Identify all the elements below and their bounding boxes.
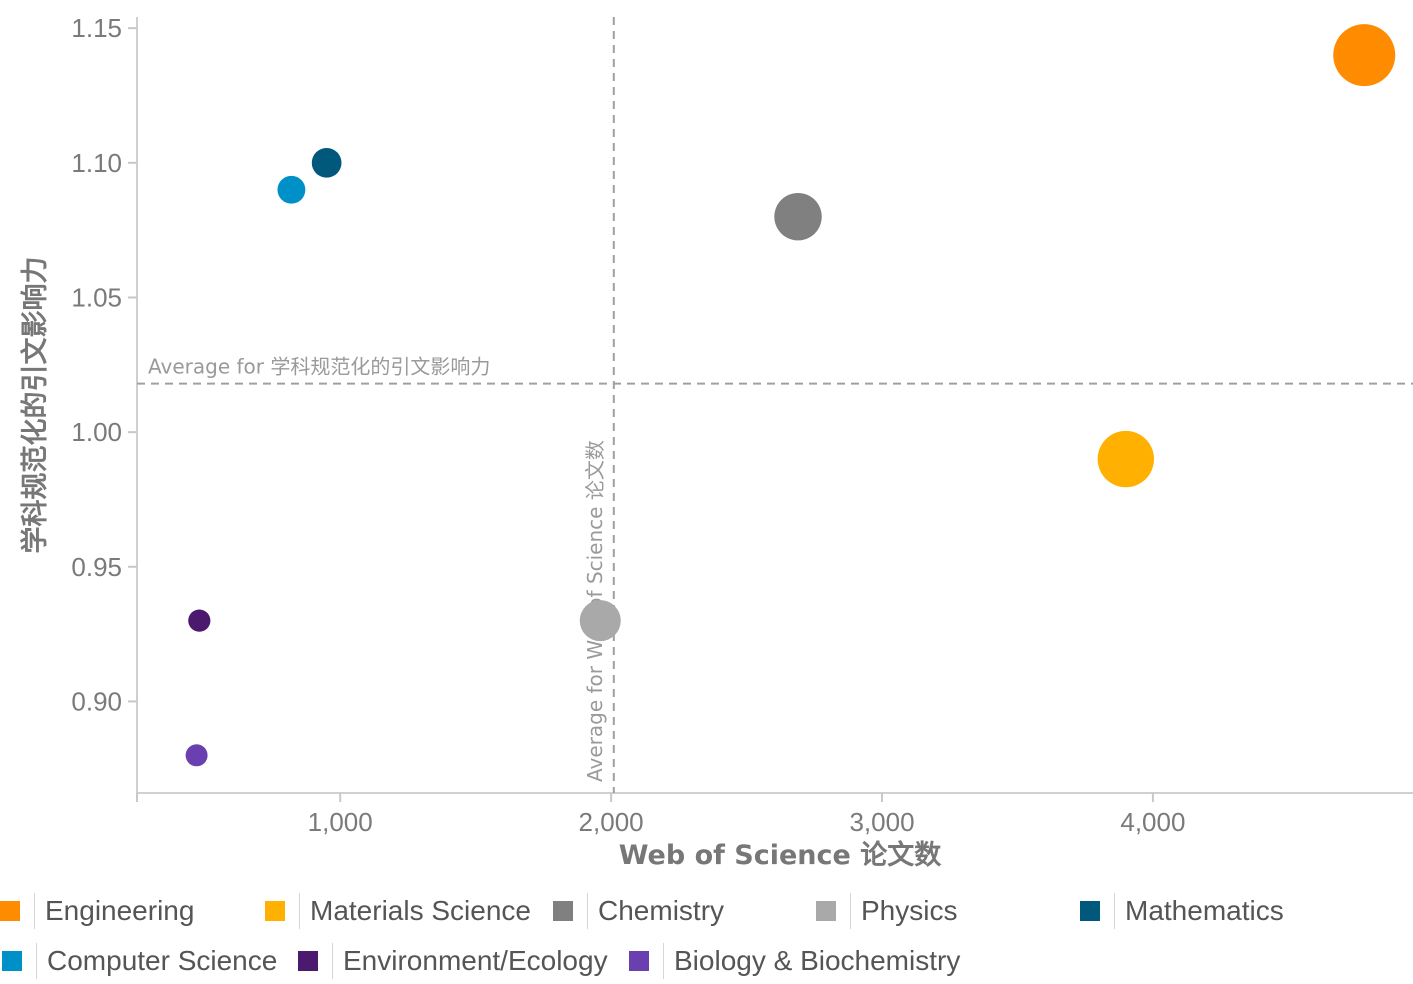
- legend-label: Physics: [861, 895, 958, 926]
- legend-item-biology-biochemistry[interactable]: Biology & Biochemistry: [629, 938, 960, 984]
- y-tick-label: 0.95: [71, 552, 122, 582]
- y-tick-label: 1.10: [71, 148, 122, 178]
- point-materials-science: [1097, 430, 1155, 488]
- legend-label: Computer Science: [47, 945, 278, 976]
- legend-label: Materials Science: [310, 895, 531, 926]
- point-chemistry: [774, 192, 822, 241]
- reference-lines: Average for 学科规范化的引文影响力Average for Web o…: [137, 17, 1413, 793]
- x-tick-label: 3,000: [849, 807, 914, 837]
- point-computer-science: [277, 175, 306, 204]
- point-biology-biochemistry: [185, 744, 208, 767]
- x-tick-label: 1,000: [308, 807, 373, 837]
- legend-swatch: [265, 901, 285, 921]
- legend-item-materials-science[interactable]: Materials Science: [265, 888, 531, 934]
- x-tick-label: 2,000: [579, 807, 644, 837]
- y-tick-label: 1.00: [71, 417, 122, 447]
- data-points: [185, 24, 1396, 767]
- legend-item-physics[interactable]: Physics: [816, 888, 957, 934]
- legend-label: Chemistry: [598, 895, 725, 926]
- point-engineering: [1333, 24, 1396, 87]
- axes: 0.90 0.95 1.00 1.05 1.10 1.15 1,000 2,000 3,000 4…: [71, 13, 1413, 837]
- legend-label: Biology & Biochemistry: [674, 945, 961, 976]
- legend-separator: [34, 893, 35, 929]
- point-environment-ecology: [188, 609, 211, 632]
- legend-separator: [332, 943, 333, 979]
- y-tick-label: 1.05: [71, 282, 122, 312]
- legend-item-mathematics[interactable]: Mathematics: [1080, 888, 1284, 934]
- legend-swatch: [0, 901, 20, 921]
- point-physics: [579, 600, 621, 642]
- y-tick-label: 1.15: [71, 13, 122, 43]
- legend-separator: [1114, 893, 1115, 929]
- legend-label: Mathematics: [1125, 895, 1284, 926]
- legend-separator: [587, 893, 588, 929]
- legend-swatch: [629, 951, 649, 971]
- point-mathematics: [311, 147, 342, 178]
- y-tick-label: 0.90: [71, 686, 122, 716]
- legend-separator: [663, 943, 664, 979]
- legend-swatch: [1080, 901, 1100, 921]
- legend-swatch: [553, 901, 573, 921]
- x-tick-label: 4,000: [1120, 807, 1185, 837]
- legend-separator: [36, 943, 37, 979]
- x-axis-title: Web of Science 论文数: [619, 839, 943, 871]
- chart-plot-area: 0.90 0.95 1.00 1.05 1.10 1.15 1,000 2,000 3,000 4…: [19, 13, 1413, 871]
- legend-swatch: [2, 951, 22, 971]
- legend-label: Environment/Ecology: [343, 945, 608, 976]
- legend-swatch: [816, 901, 836, 921]
- y-average-label: Average for 学科规范化的引文影响力: [148, 355, 490, 379]
- y-axis-title: 学科规范化的引文影响力: [19, 257, 51, 554]
- legend-separator: [299, 893, 300, 929]
- legend-swatch: [298, 951, 318, 971]
- legend-item-chemistry[interactable]: Chemistry: [553, 888, 724, 934]
- legend-label: Engineering: [45, 895, 195, 926]
- legend-item-engineering[interactable]: Engineering: [0, 888, 194, 934]
- legend-item-environment-ecology[interactable]: Environment/Ecology: [298, 938, 608, 984]
- legend-separator: [850, 893, 851, 929]
- legend: Engineering Materials Science Chemistry …: [0, 884, 1413, 980]
- legend-item-computer-science[interactable]: Computer Science: [2, 938, 277, 984]
